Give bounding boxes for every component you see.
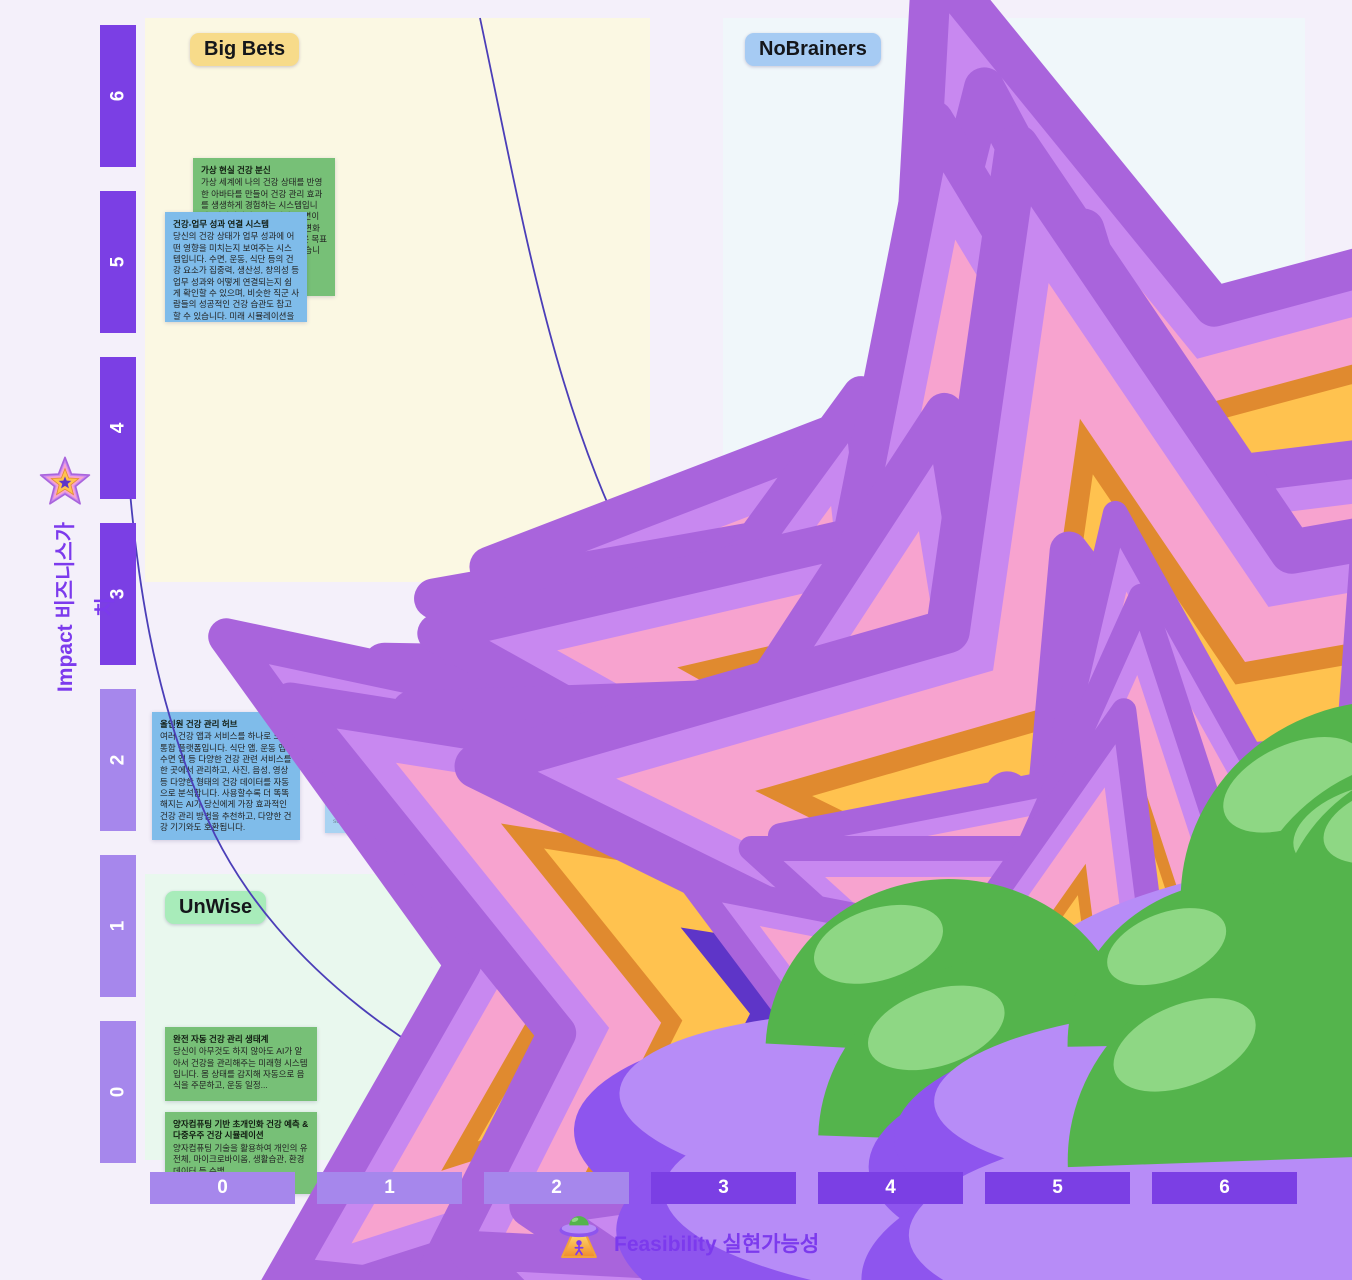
x-axis-title: Feasibility 실현가능성 [614,1233,820,1256]
note-author: 김성현 [668,633,686,641]
note-body: 작은 건강 성공 경험을 분석해 반복 가능한 패턴을 찾는 시스템. 5분 이… [663,1076,782,1153]
ufo-stamp[interactable] [1195,1024,1352,1280]
utilities-label[interactable]: Utilities [741,755,846,792]
sticky-note-oneshot-supplement[interactable]: (원샷) 복용 중인 영양제 중 서로 시너지가 좋은 영양제가 있고 식사시간… [1135,562,1272,650]
note-title: 양자컴퓨팅 기반 초개인화 건강 예측 & 다중우주 건강 시뮬레이션 [173,1119,309,1141]
note-title: 직업별 건강 체크리스트 [820,552,903,562]
note-body: 당신이 아무것도 하지 않아도 AI가 알아서 건강을 관리해주는 미래형 시스… [173,1046,308,1091]
utilities-region [723,753,1193,1157]
note-body: 당신의 건강 상태가 업무 성과에 어떤 영향을 미치는지 보여주는 시스템입니… [173,231,300,322]
y-tick-6: 6 [100,25,136,167]
ufo-stamp[interactable] [1298,1031,1352,1280]
note-body: 건강관리의 가장 작은 단위의 행동도 기록하고 축하해주며, 건강 데이터에서… [321,713,451,755]
ufo-stamp[interactable] [1326,778,1352,1280]
note-title: 건강-업무 성과 연결 시스템 [173,219,269,229]
note-author: Uma Thurman [661,812,785,815]
note-title: 가상 현실 건강 분신 [201,165,271,175]
y-tick-2: 2 [100,689,136,831]
x-tick-0: 0 [150,1172,295,1204]
ufo-stamp[interactable] [1324,776,1352,1280]
note-title: 완전 자동 건강 관리 생태계 [173,1034,269,1044]
ufo-stamp[interactable] [1286,1027,1352,1280]
feasibility-ufo-icon [552,1207,606,1261]
note-body: 여러 건강 앱과 서비스를 하나로 모은 통합 플랫폼입니다. 식단 앱, 운동… [160,731,292,832]
x-tick-5: 5 [985,1172,1130,1204]
impact-star-icon [38,456,92,510]
note-title: 미세 성취 축하 & 마이크로 인사이트 시스템 [321,690,449,712]
note-body: 당신의 직업에서 주의해야 할 건강 위험을 쉽게 확인하는 도구입니다. IT… [820,564,957,654]
note-body: (아조씨) 건강 데이터를 연동해 병원 예약 및 약 구매부터 보험 청구를 … [668,557,789,621]
x-tick-2: 2 [484,1172,629,1204]
x-tick-3: 3 [651,1172,796,1204]
sticky-note-ajossi-insurance[interactable]: (아조씨) 건강 데이터를 연동해 병원 예약 및 약 구매부터 보험 청구를 … [660,548,800,666]
nobrainers-label[interactable]: NoBrainers [745,33,881,66]
note-body: (원샷) 복용 중인 영양제 중 서로 시너지가 좋은 영양제가 있고 식사시간… [1143,570,1261,645]
y-tick-0: 0 [100,1021,136,1163]
note-title: 초소형 건강 습관 도우미 [648,692,734,702]
note-author: sungin0417 [333,818,367,826]
y-tick-3: 3 [100,523,136,665]
star-stamp[interactable] [1325,303,1352,1280]
big-bets-label[interactable]: Big Bets [190,33,300,66]
note-author: 정도치 [970,939,988,947]
y-tick-4: 4 [100,357,136,499]
note-body: (혜혜) 사용자가 가지고 있는 질병에 따라 비타민 및 운동 추천 [970,883,1091,927]
unwise-label[interactable]: UnWise [165,891,267,924]
x-tick-6: 6 [1152,1172,1297,1204]
note-title: 올인원 건강 관리 허브 [160,719,238,729]
x-tick-4: 4 [818,1172,963,1204]
note-body: (어덜트) 개인의 상태에 따라 매일 약이나 비타민을 배달해주는 서비스 [333,762,457,809]
y-axis-title: Impact 비즈니스가치 [54,521,117,693]
x-tick-1: 1 [317,1172,462,1204]
note-title: 마이크로 성공 증폭 시스템 [663,1064,757,1074]
sticky-note-micro-insight[interactable]: 미세 성취 축하 & 마이크로 인사이트 시스템 건강관리의 가장 작은 단위의 … [313,683,460,755]
y-tick-5: 5 [100,191,136,333]
y-tick-1: 1 [100,855,136,997]
nobrainers-region [723,18,1305,578]
sticky-note-adult-delivery[interactable]: (어덜트) 개인의 상태에 따라 매일 약이나 비타민을 배달해주는 서비스 su… [325,753,465,833]
